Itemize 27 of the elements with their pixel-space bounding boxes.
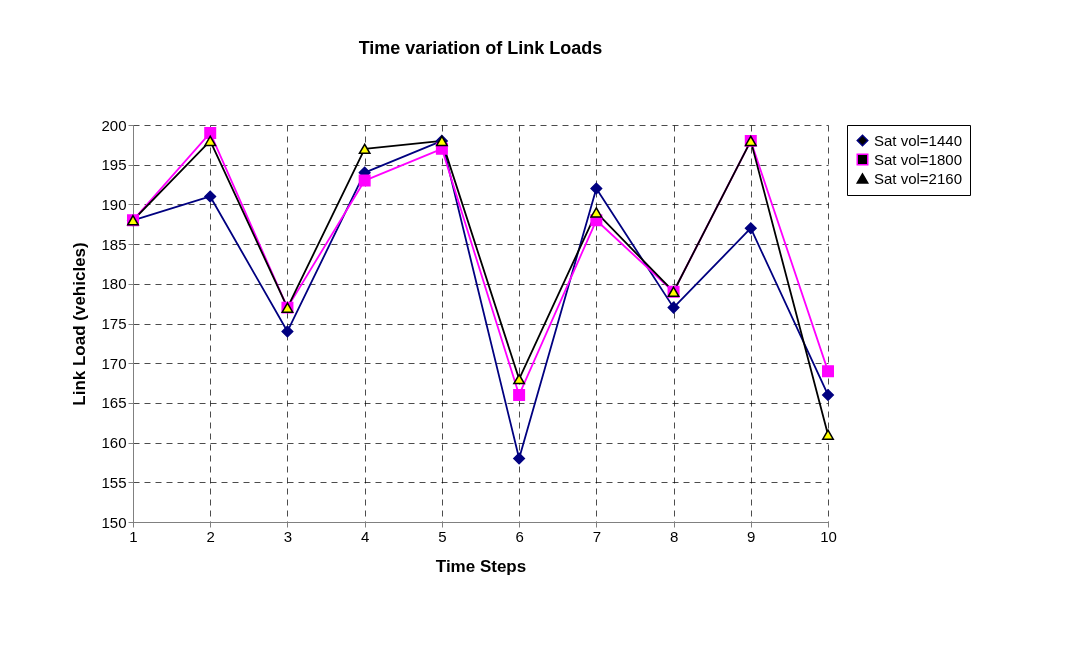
x-tick-label: 9 [747, 527, 756, 545]
x-tick-label: 10 [820, 527, 837, 545]
y-axis-title: Link Load (vehicles) [70, 242, 90, 406]
legend-label: Sat vol=2160 [874, 169, 962, 187]
y-tick-label: 170 [101, 354, 127, 372]
y-tick-label: 195 [101, 156, 127, 174]
legend-label: Sat vol=1800 [874, 150, 962, 168]
y-tick-label: 165 [101, 394, 127, 412]
x-axis-title: Time Steps [435, 556, 527, 576]
x-tick-label: 4 [360, 527, 370, 545]
x-tick-label: 3 [283, 527, 293, 545]
y-tick-label: 180 [101, 275, 127, 293]
x-tick-label: 8 [669, 527, 679, 545]
chart-title: Time variation of Link Loads [358, 38, 603, 58]
y-tick-label: 160 [101, 434, 127, 452]
y-tick-label: 185 [101, 235, 127, 253]
x-tick-label: 2 [206, 527, 215, 545]
y-tick-label: 200 [101, 116, 127, 134]
y-tick-label: 190 [101, 195, 127, 213]
y-tick-label: 150 [101, 513, 127, 531]
x-tick-label: 5 [438, 527, 447, 545]
y-tick-label: 175 [101, 315, 127, 332]
x-tick-label: 7 [592, 527, 602, 545]
x-tick-label: 1 [129, 527, 138, 545]
legend-label: Sat vol=1440 [874, 131, 962, 149]
y-tick-label: 155 [101, 473, 127, 491]
x-tick-label: 6 [515, 527, 524, 545]
